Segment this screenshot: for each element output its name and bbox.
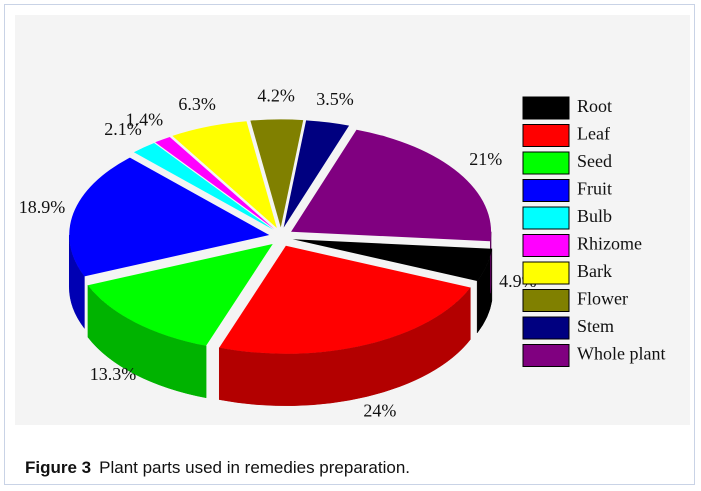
value-label: 6.3%: [178, 94, 216, 114]
value-label: 18.9%: [19, 197, 66, 217]
legend-swatch: [522, 151, 570, 175]
pie-slice: [155, 136, 275, 230]
legend-swatch: [522, 344, 570, 367]
value-label: 4.2%: [257, 86, 295, 106]
pie-slice: [172, 121, 277, 228]
value-label: 13.3%: [90, 364, 137, 384]
legend-swatch: [522, 179, 570, 202]
pie-slice: [250, 119, 304, 228]
slice-side: [476, 248, 493, 334]
value-label: 2.1%: [104, 119, 142, 139]
legend-label: Leaf: [577, 124, 610, 144]
value-label: 3.5%: [316, 89, 354, 109]
value-label: 21%: [469, 149, 502, 169]
legend-swatch: [522, 96, 570, 120]
caption-text: Plant parts used in remedies preparation…: [99, 458, 411, 477]
value-label: 24%: [363, 400, 396, 420]
caption-label: Figure 3: [25, 458, 92, 477]
pie-slice: [69, 157, 270, 277]
legend-swatch: [522, 261, 570, 285]
legend-swatch: [522, 289, 570, 312]
pie-slice: [283, 120, 350, 228]
legend-label: Rhizome: [577, 234, 642, 254]
pie-slice: [133, 142, 274, 230]
legend-label: Bulb: [577, 206, 612, 226]
figure-frame: 4.9% 24% 13.3% 18.9% 2.1% 1.4% 6.3% 4.2% 3.5% 21%…: [4, 4, 695, 485]
pie-slice: [87, 243, 273, 346]
legend-label: Stem: [577, 316, 614, 336]
chart: 4.9%24%13.3%18.9%2.1%1.4%6.3% 4.2% 3.5%21%…: [15, 15, 690, 425]
pie-slice: [292, 239, 492, 281]
caption: Figure 3 Plant parts used in remedies pre…: [25, 458, 410, 478]
legend-swatch: [522, 316, 570, 340]
value-label: 1.4%: [126, 109, 164, 129]
legend-label: Whole plant: [577, 344, 665, 364]
pie-slice: [291, 129, 492, 242]
legend-label: Bark: [577, 261, 612, 281]
legend-swatch: [522, 234, 570, 257]
legend-swatch: [522, 124, 570, 147]
slice-side: [490, 231, 492, 294]
legend-label: Seed: [577, 151, 612, 171]
legend-label: Root: [577, 96, 612, 116]
legend-label: Fruit: [577, 179, 612, 199]
legend-label: Flower: [577, 289, 628, 309]
legend-swatch: [522, 206, 570, 230]
pie-slice: [219, 245, 471, 354]
